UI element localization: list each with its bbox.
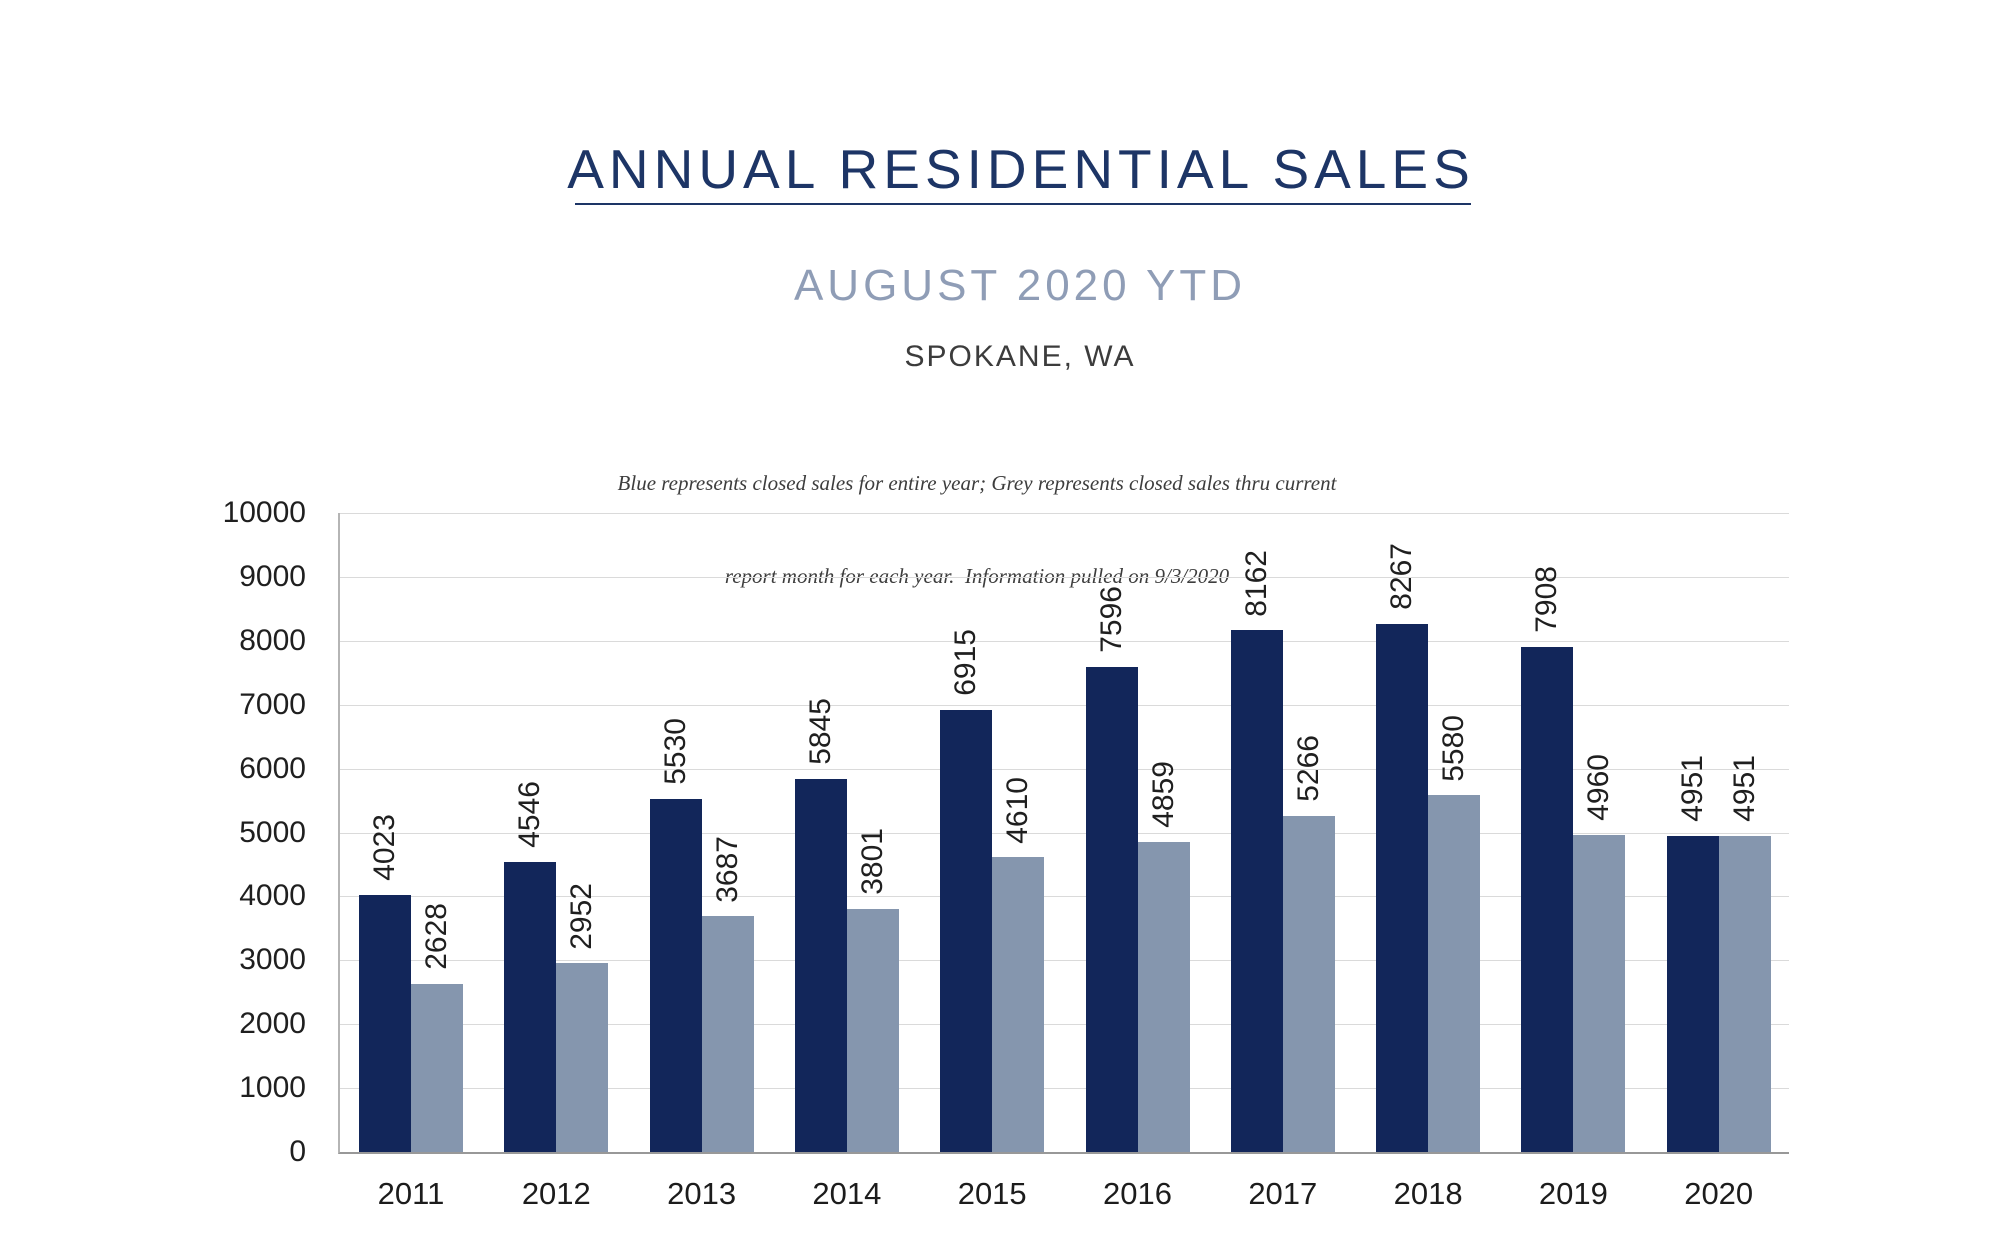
- x-tick-label: 2018: [1393, 1176, 1463, 1211]
- bar-full-year: [1666, 835, 1719, 1152]
- bar-full-year: [359, 894, 411, 1152]
- bar-value-label: 4951: [1727, 754, 1761, 822]
- x-tick-label: 2017: [1248, 1176, 1318, 1211]
- y-tick-label: 1000: [239, 1071, 306, 1105]
- chart-legend-note: Blue represents closed sales for entire …: [0, 406, 1977, 654]
- bar-value-label: 4546: [513, 780, 547, 848]
- y-tick-label: 5000: [239, 815, 306, 849]
- annual-sales-bar-chart: 4023 2628 2011 4546 2952 2012 5530 3687 2013 5845…: [338, 513, 1789, 1211]
- y-tick-label: 8000: [239, 623, 306, 657]
- bar-value-label: 4951: [1675, 754, 1709, 822]
- bar-value-label: 4859: [1146, 760, 1180, 828]
- bar-value-label: 8267: [1385, 543, 1419, 610]
- bar-ytd: [1573, 835, 1626, 1152]
- gridline: [340, 832, 1789, 834]
- x-tick-label: 2011: [377, 1176, 445, 1211]
- gridline: [340, 704, 1789, 706]
- bar-value-label: 7596: [1094, 585, 1128, 653]
- bar-ytd: [846, 909, 899, 1152]
- bar-ytd: [1428, 795, 1481, 1152]
- bar-value-label: 4023: [368, 814, 401, 881]
- bar-full-year: [1085, 666, 1138, 1152]
- bar-value-label: 5266: [1291, 734, 1325, 802]
- y-tick-label: 9000: [239, 559, 306, 593]
- y-tick-label: 0: [289, 1135, 306, 1168]
- bar-full-year: [1521, 646, 1574, 1152]
- bar-value-label: 2952: [565, 882, 599, 950]
- bar-full-year: [940, 710, 993, 1152]
- bar-value-label: 5530: [658, 717, 692, 785]
- bar-value-label: 8162: [1239, 549, 1273, 617]
- y-tick-label: 2000: [239, 1007, 306, 1041]
- gridline: [340, 513, 1789, 514]
- bar-value-label: 6915: [949, 629, 983, 697]
- x-tick-label: 2015: [957, 1176, 1027, 1211]
- bar-value-label: 3687: [710, 835, 744, 903]
- bar-value-label: 5845: [803, 697, 837, 765]
- bar-ytd: [1718, 835, 1771, 1152]
- x-tick-label: 2019: [1538, 1176, 1608, 1211]
- bar-ytd: [1282, 815, 1335, 1152]
- bar-ytd: [411, 984, 463, 1152]
- bar-full-year: [1376, 623, 1429, 1152]
- y-tick-label: 10000: [222, 496, 306, 529]
- y-tick-label: 4000: [239, 879, 306, 913]
- x-tick-label: 2014: [812, 1176, 882, 1211]
- note-line-1: Blue represents closed sales for entire …: [617, 471, 1337, 495]
- bar-value-label: 4610: [1001, 776, 1035, 844]
- gridline: [340, 896, 1789, 898]
- bar-full-year: [1230, 630, 1283, 1152]
- y-axis-labels: 0 1000 2000 3000 4000 5000 6000 7000 8000 9000 100…: [0, 497, 306, 1168]
- location-label: SPOKANE, WA: [904, 340, 1136, 373]
- x-tick-label: 2016: [1103, 1176, 1172, 1211]
- bar-ytd: [1137, 841, 1190, 1152]
- bar-value-label: 7908: [1530, 565, 1564, 633]
- bar-value-label: 3801: [855, 828, 889, 896]
- page-title: ANNUAL RESIDENTIAL SALES: [567, 138, 1475, 200]
- bar-ytd: [992, 857, 1045, 1152]
- x-tick-label: 2012: [521, 1176, 591, 1211]
- note-line-2: report month for each year. Information …: [724, 564, 1230, 588]
- y-tick-label: 7000: [239, 687, 306, 721]
- title-underline: [575, 203, 1471, 205]
- y-tick-label: 3000: [239, 943, 306, 977]
- gridline: [340, 1088, 1789, 1090]
- gridline: [340, 960, 1789, 962]
- bar-value-label: 2628: [420, 903, 453, 971]
- gridline: [340, 576, 1789, 578]
- bar-full-year: [504, 861, 557, 1152]
- bar-value-label: 4960: [1582, 754, 1616, 822]
- bar-ytd: [556, 963, 609, 1152]
- x-tick-label: 2020: [1684, 1176, 1754, 1211]
- x-tick-label: 2013: [667, 1176, 737, 1211]
- gridline: [340, 768, 1789, 770]
- bar-full-year: [794, 778, 847, 1152]
- bar-value-label: 5580: [1437, 714, 1471, 782]
- y-tick-label: 6000: [239, 751, 306, 785]
- bar-ytd: [701, 916, 754, 1152]
- gridline: [340, 1024, 1789, 1026]
- bar-full-year: [649, 798, 702, 1152]
- gridline: [340, 640, 1789, 642]
- report-period-subtitle: AUGUST 2020 YTD: [793, 261, 1247, 310]
